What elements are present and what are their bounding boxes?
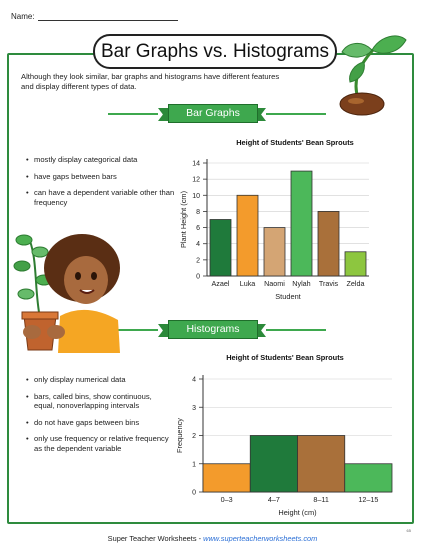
y-tick-label: 0: [192, 490, 196, 497]
y-tick-label: 10: [192, 193, 200, 200]
y-tick-label: 1: [192, 461, 196, 468]
y-axis-label: Frequency: [175, 418, 184, 453]
x-tick-label: Azael: [212, 279, 230, 288]
histograms-ribbon: Histograms: [108, 320, 326, 340]
bar: [290, 170, 313, 277]
bar: [209, 219, 232, 277]
page-title: Bar Graphs vs. Histograms: [93, 34, 337, 69]
footer-link[interactable]: www.superteacherworksheets.com: [203, 534, 318, 543]
y-tick-label: 4: [192, 377, 196, 384]
page-number: 65: [406, 528, 411, 533]
ribbon-line-right: [266, 113, 326, 115]
x-tick-label: Travis: [319, 279, 339, 288]
list-item: have gaps between bars: [26, 172, 176, 182]
bar-graphs-ribbon: Bar Graphs: [108, 104, 326, 124]
y-tick-label: 8: [196, 209, 200, 216]
name-row: Name:: [11, 12, 178, 21]
histogram-title: Height of Students' Bean Sprouts: [226, 353, 344, 362]
list-item: only display numerical data: [26, 375, 171, 385]
x-tick-label: 4–7: [268, 495, 280, 504]
bar: [202, 463, 251, 493]
histogram-chart: 0 1 2 3 4 0–3 4–7 8–11 12–15 Height (cm) Frequency: [175, 375, 393, 517]
x-tick-label: 8–11: [313, 495, 328, 504]
bar: [249, 435, 298, 493]
bean-sprout-illustration: [339, 35, 407, 116]
name-label: Name:: [11, 12, 35, 21]
bar: [297, 435, 346, 493]
y-tick-label: 0: [196, 274, 200, 281]
bar-chart-title: Height of Students' Bean Sprouts: [236, 138, 354, 147]
list-item: only use frequency or relative frequency…: [26, 434, 171, 453]
y-tick-label: 2: [196, 257, 200, 264]
y-tick-label: 4: [196, 241, 200, 248]
bar-chart: 0 2 4 6 8 10 12 14 Azael Luka Naomi Nylah Travis Zeld…: [179, 159, 369, 301]
x-tick-label: Naomi: [264, 279, 285, 288]
bar-graphs-heading: Bar Graphs: [168, 104, 258, 123]
x-axis-label: Height (cm): [278, 508, 316, 517]
x-tick-label: 0–3: [221, 495, 233, 504]
footer-text: Super Teacher Worksheets -: [107, 534, 204, 543]
list-item: do not have gaps between bins: [26, 418, 171, 428]
bar: [236, 194, 259, 277]
ribbon-line-left: [108, 113, 158, 115]
name-field[interactable]: [37, 12, 178, 21]
x-axis-label: Student: [275, 292, 300, 301]
y-axis-label: Plant Height (cm): [179, 191, 188, 248]
ribbon-line-left: [108, 329, 158, 331]
bar: [344, 463, 393, 493]
x-tick-label: Nylah: [292, 279, 310, 288]
y-tick-label: 14: [192, 161, 200, 168]
y-tick-label: 6: [196, 225, 200, 232]
x-tick-label: Zelda: [347, 279, 365, 288]
footer: Super Teacher Worksheets - www.superteac…: [0, 534, 425, 543]
bar: [263, 227, 286, 277]
intro-text: Although they look similar, bar graphs a…: [21, 72, 280, 91]
histograms-heading: Histograms: [168, 320, 258, 339]
ribbon-line-right: [266, 329, 326, 331]
y-tick-label: 12: [192, 177, 200, 184]
bar-graphs-features: mostly display categorical data have gap…: [26, 155, 176, 214]
y-tick-label: 3: [192, 405, 196, 412]
list-item: can have a dependent variable other than…: [26, 188, 176, 207]
bar: [317, 211, 340, 277]
x-tick-label: Luka: [240, 279, 256, 288]
list-item: mostly display categorical data: [26, 155, 176, 165]
y-tick-label: 2: [192, 433, 196, 440]
x-tick-label: 12–15: [358, 495, 378, 504]
bar: [344, 251, 367, 277]
histograms-features: only display numerical data bars, called…: [26, 375, 171, 460]
girl-with-plant-illustration: [13, 234, 120, 353]
list-item: bars, called bins, show continuous, equa…: [26, 392, 171, 411]
